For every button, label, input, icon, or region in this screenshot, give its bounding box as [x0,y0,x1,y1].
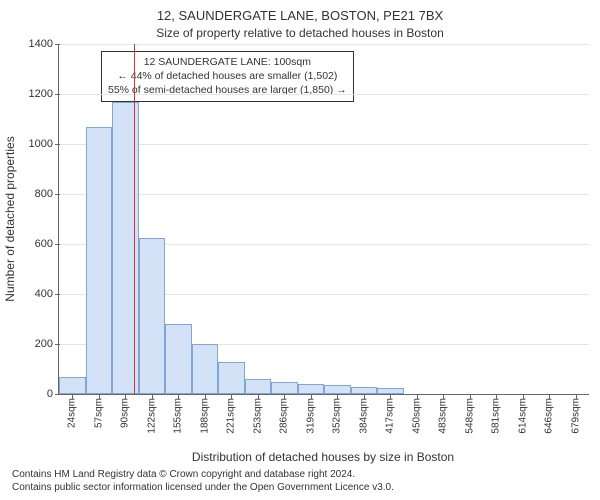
page-title: 12, SAUNDERGATE LANE, BOSTON, PE21 7BX [0,8,600,23]
x-tick-label: 352sqm [332,398,343,434]
chart-container: 12, SAUNDERGATE LANE, BOSTON, PE21 7BX S… [0,0,600,500]
x-tick-label: 122sqm [146,398,157,434]
x-tick-label: 483sqm [438,398,449,434]
histogram-bar [324,385,351,394]
histogram-bar [192,344,219,394]
x-tick-label: 253sqm [252,398,263,434]
y-tick-label: 400 [35,288,59,300]
bars-layer [59,44,589,394]
x-tick-label: 450sqm [411,398,422,434]
x-tick-label: 319sqm [305,398,316,434]
footer-line-2: Contains public sector information licen… [12,481,588,494]
reference-line [134,44,135,394]
histogram-bar [245,379,272,394]
histogram-bar [351,387,378,395]
footer-line-1: Contains HM Land Registry data © Crown c… [12,468,588,481]
chart-subtitle: Size of property relative to detached ho… [0,26,600,40]
plot-area: 12 SAUNDERGATE LANE: 100sqm ← 44% of det… [58,44,589,395]
histogram-bar [59,377,86,395]
y-tick-label: 600 [35,238,59,250]
y-tick-label: 200 [35,338,59,350]
histogram-bar [165,324,192,394]
y-tick-label: 1000 [29,138,59,150]
histogram-bar [86,127,113,395]
x-tick-label: 286sqm [279,398,290,434]
x-tick-label: 581sqm [491,398,502,434]
y-tick-label: 1400 [29,38,59,50]
footer-attribution: Contains HM Land Registry data © Crown c… [12,468,588,494]
x-tick-label: 417sqm [385,398,396,434]
x-tick-label: 57sqm [93,398,104,428]
x-tick-label: 384sqm [358,398,369,434]
y-tick-label: 1200 [29,88,59,100]
histogram-bar [218,362,245,395]
x-tick-label: 679sqm [570,398,581,434]
histogram-bar [298,384,325,395]
x-tick-label: 155sqm [173,398,184,434]
x-tick-label: 90sqm [120,398,131,428]
y-tick-label: 0 [47,388,59,400]
x-tick-label: 646sqm [544,398,555,434]
x-tick-label: 24sqm [67,398,78,428]
histogram-bar [271,382,298,395]
y-axis-label: Number of detached properties [3,136,17,301]
x-axis-label: Distribution of detached houses by size … [58,450,588,464]
x-tick-label: 548sqm [464,398,475,434]
x-tick-label: 614sqm [517,398,528,434]
x-tick-label: 221sqm [226,398,237,434]
x-tick-label: 188sqm [199,398,210,434]
y-tick-label: 800 [35,188,59,200]
histogram-bar [139,238,166,394]
